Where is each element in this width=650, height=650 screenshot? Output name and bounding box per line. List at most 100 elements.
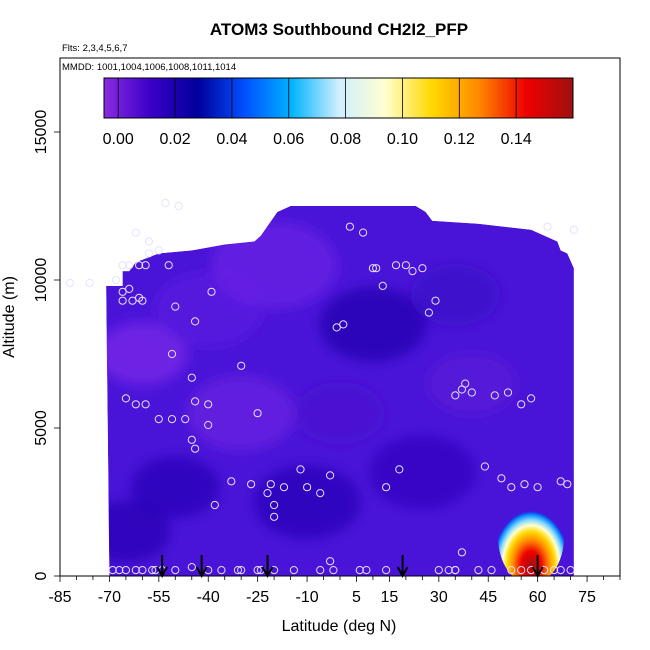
x-tick-label: 45 bbox=[479, 589, 497, 606]
colorbar-ticklabel: 0.12 bbox=[444, 131, 475, 148]
sample-point bbox=[108, 566, 117, 575]
sample-point bbox=[141, 261, 150, 270]
sample-point bbox=[503, 388, 513, 397]
sample-point bbox=[125, 261, 134, 270]
sample-point bbox=[359, 228, 368, 237]
sample-point bbox=[121, 566, 131, 575]
field-patch bbox=[130, 456, 221, 519]
sample-point bbox=[187, 563, 196, 572]
sample-point bbox=[154, 415, 163, 424]
colorbar-ticklabel: 0.02 bbox=[159, 131, 190, 148]
x-axis-label: Latitude (deg N) bbox=[282, 618, 397, 635]
sample-point bbox=[507, 566, 516, 575]
x-tick-label: -10 bbox=[295, 589, 318, 606]
sample-point bbox=[270, 500, 279, 510]
sample-point bbox=[237, 361, 246, 370]
sample-point bbox=[382, 483, 391, 492]
sample-point bbox=[289, 566, 298, 575]
sample-point bbox=[144, 237, 153, 246]
sample-point bbox=[332, 323, 341, 332]
sample-point bbox=[480, 462, 489, 471]
colorbar: 0.00 0.02 0.04 0.06 0.08 0.10 0.12 0.14 bbox=[103, 77, 574, 148]
sample-point bbox=[507, 483, 516, 492]
sample-point bbox=[382, 566, 391, 575]
sample-point bbox=[451, 566, 460, 575]
sample-point bbox=[424, 308, 433, 317]
sample-point bbox=[378, 281, 387, 290]
sample-point bbox=[434, 566, 443, 575]
sample-point bbox=[497, 474, 506, 483]
sample-point bbox=[161, 198, 170, 208]
colorbar-ticklabel: 0.08 bbox=[330, 131, 361, 148]
sample-point bbox=[164, 261, 173, 270]
x-tick-label: 60 bbox=[529, 589, 547, 606]
sample-point bbox=[154, 246, 163, 255]
sample-point bbox=[181, 415, 190, 424]
y-axis: 0 5000 10000 15000 bbox=[33, 58, 61, 580]
colorbar-ticklabel: 0.14 bbox=[501, 131, 532, 148]
sample-point bbox=[167, 349, 177, 359]
field-patch bbox=[253, 464, 361, 540]
sample-point bbox=[326, 557, 335, 566]
sample-point bbox=[118, 287, 127, 296]
sample-point bbox=[517, 400, 526, 409]
sample-point bbox=[474, 566, 483, 575]
sample-point bbox=[329, 566, 338, 575]
mmdd-label: MMDD: 1001,1004,1006,1008,1011,1014 bbox=[62, 62, 236, 73]
x-tick-label: -70 bbox=[98, 589, 121, 606]
sample-point bbox=[144, 249, 153, 258]
sample-point bbox=[520, 480, 529, 489]
sample-point bbox=[138, 566, 147, 575]
sample-point bbox=[187, 435, 196, 444]
sample-point bbox=[408, 267, 417, 276]
sample-point bbox=[401, 261, 410, 270]
sample-point bbox=[490, 391, 499, 400]
sample-point bbox=[191, 317, 200, 326]
sample-point bbox=[556, 566, 565, 575]
y-tick-label: 0 bbox=[33, 571, 50, 580]
sample-point bbox=[303, 483, 312, 492]
sample-point bbox=[148, 566, 157, 575]
x-tick-label: 75 bbox=[578, 589, 596, 606]
x-tick-label: 30 bbox=[430, 589, 448, 606]
sample-point bbox=[372, 264, 381, 273]
sample-point bbox=[391, 261, 401, 270]
sample-point bbox=[85, 278, 94, 288]
sample-point bbox=[253, 409, 262, 418]
sample-point bbox=[431, 296, 440, 305]
sample-point bbox=[233, 566, 242, 575]
sample-point bbox=[131, 566, 140, 575]
chart-title: ATOM3 Southbound CH2I2_PFP bbox=[210, 20, 468, 39]
x-tick-label: -25 bbox=[246, 589, 269, 606]
sample-point bbox=[339, 320, 348, 329]
sample-point bbox=[345, 222, 354, 231]
sample-point bbox=[115, 566, 124, 575]
sample-point bbox=[227, 477, 236, 486]
heatmap-field bbox=[106, 206, 574, 576]
sample-point bbox=[187, 373, 196, 382]
field-patch bbox=[106, 322, 188, 386]
sample-point bbox=[326, 471, 335, 480]
field-patch bbox=[295, 382, 385, 445]
sample-point bbox=[125, 284, 134, 293]
sample-point bbox=[569, 225, 579, 234]
x-tick-label: -85 bbox=[48, 589, 71, 606]
sample-point bbox=[296, 465, 305, 474]
sample-point bbox=[131, 400, 140, 409]
sample-point bbox=[118, 261, 127, 270]
sample-point bbox=[418, 264, 427, 273]
colorbar-ticklines bbox=[117, 78, 517, 118]
colorbar-ticklabels: 0.00 0.02 0.04 0.06 0.08 0.10 0.12 0.14 bbox=[103, 131, 532, 148]
y-tick-label: 5000 bbox=[33, 410, 50, 446]
sample-point bbox=[171, 302, 180, 311]
x-tick-label: -55 bbox=[147, 589, 170, 606]
sample-point bbox=[533, 483, 542, 492]
x-axis: -85 -70 -55 -40 -25 -10 5 15 30 45 60 75 bbox=[48, 575, 621, 606]
sample-point bbox=[457, 548, 466, 557]
field-patch bbox=[410, 263, 501, 326]
field-patch bbox=[426, 352, 517, 415]
sample-point bbox=[487, 566, 496, 575]
field-patch bbox=[211, 221, 337, 309]
plume-hotspot bbox=[498, 491, 565, 576]
sample-point bbox=[135, 261, 144, 270]
